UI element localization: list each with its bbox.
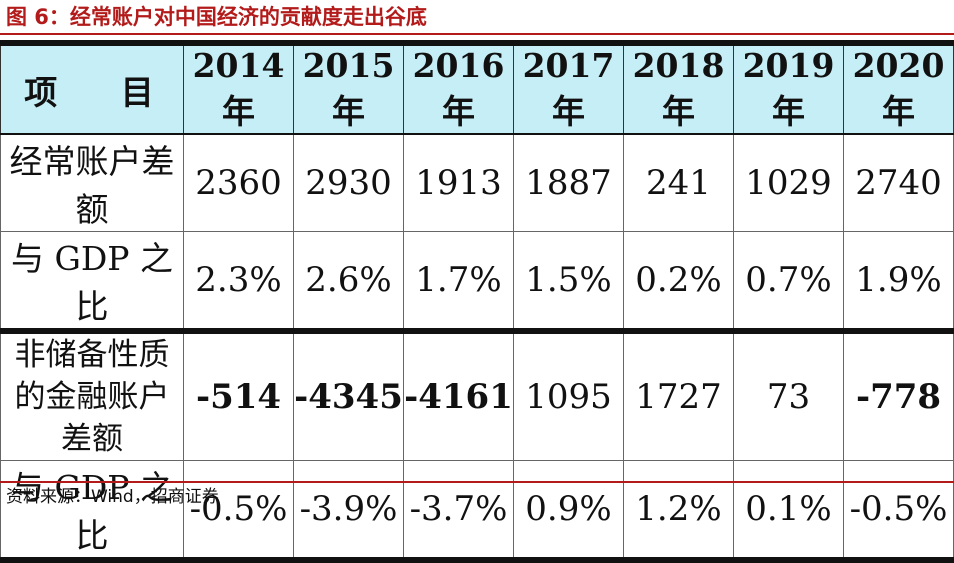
row-label: 非储备性质的金融账户差额 <box>0 328 184 461</box>
row-label: 经常账户差额 <box>0 134 184 232</box>
table-cell: 2740 <box>843 134 954 232</box>
table-row: 非储备性质的金融账户差额 -514 -4345 -4161 1095 1727 … <box>0 328 954 461</box>
table-cell: 2.3% <box>183 231 294 332</box>
table-row: 与 GDP 之比 2.3% 2.6% 1.7% 1.5% 0.2% 0.7% 1… <box>0 231 954 332</box>
table-cell: -514 <box>183 328 294 461</box>
figure-title: 图 6：经常账户对中国经济的贡献度走出谷底 <box>6 5 427 29</box>
table-cell: 0.7% <box>733 231 844 332</box>
header-year: 2019 年 <box>733 40 844 135</box>
source-divider <box>0 481 954 483</box>
table-cell: -0.5% <box>183 460 294 563</box>
header-row: 项 目 2014 年 2015 年 2016 年 2017 年 2018 年 2… <box>0 40 954 135</box>
table-cell: 0.2% <box>623 231 734 332</box>
data-table-wrapper: 项 目 2014 年 2015 年 2016 年 2017 年 2018 年 2… <box>0 40 954 563</box>
table-cell: -3.7% <box>403 460 514 563</box>
table-cell: -4345 <box>293 328 404 461</box>
header-year: 2016 年 <box>403 40 514 135</box>
table-cell: 0.9% <box>513 460 624 563</box>
table-cell: 0.1% <box>733 460 844 563</box>
row-label: 与 GDP 之比 <box>0 460 184 563</box>
table-cell: 1.7% <box>403 231 514 332</box>
table-row: 经常账户差额 2360 2930 1913 1887 241 1029 2740 <box>0 134 954 232</box>
table-cell: 2930 <box>293 134 404 232</box>
table-cell: -778 <box>843 328 954 461</box>
table-cell: 1727 <box>623 328 734 461</box>
table-row: 与 GDP 之比 -0.5% -3.9% -3.7% 0.9% 1.2% 0.1… <box>0 460 954 563</box>
table-cell: -3.9% <box>293 460 404 563</box>
table-cell: 73 <box>733 328 844 461</box>
data-table: 项 目 2014 年 2015 年 2016 年 2017 年 2018 年 2… <box>0 40 954 563</box>
table-cell: 2360 <box>183 134 294 232</box>
title-divider <box>0 33 954 35</box>
table-cell: 1029 <box>733 134 844 232</box>
table-cell: -0.5% <box>843 460 954 563</box>
header-year: 2015 年 <box>293 40 404 135</box>
header-year: 2018 年 <box>623 40 734 135</box>
table-cell: 1.2% <box>623 460 734 563</box>
source-note: 资料来源：Wind，招商证券 <box>6 487 219 507</box>
table-cell: 241 <box>623 134 734 232</box>
header-year: 2020 年 <box>843 40 954 135</box>
table-cell: 1.9% <box>843 231 954 332</box>
table-cell: 1095 <box>513 328 624 461</box>
row-label: 与 GDP 之比 <box>0 231 184 332</box>
table-cell: -4161 <box>403 328 514 461</box>
header-year: 2014 年 <box>183 40 294 135</box>
table-cell: 2.6% <box>293 231 404 332</box>
table-cell: 1913 <box>403 134 514 232</box>
table-cell: 1.5% <box>513 231 624 332</box>
header-item: 项 目 <box>0 40 184 135</box>
table-cell: 1887 <box>513 134 624 232</box>
header-year: 2017 年 <box>513 40 624 135</box>
